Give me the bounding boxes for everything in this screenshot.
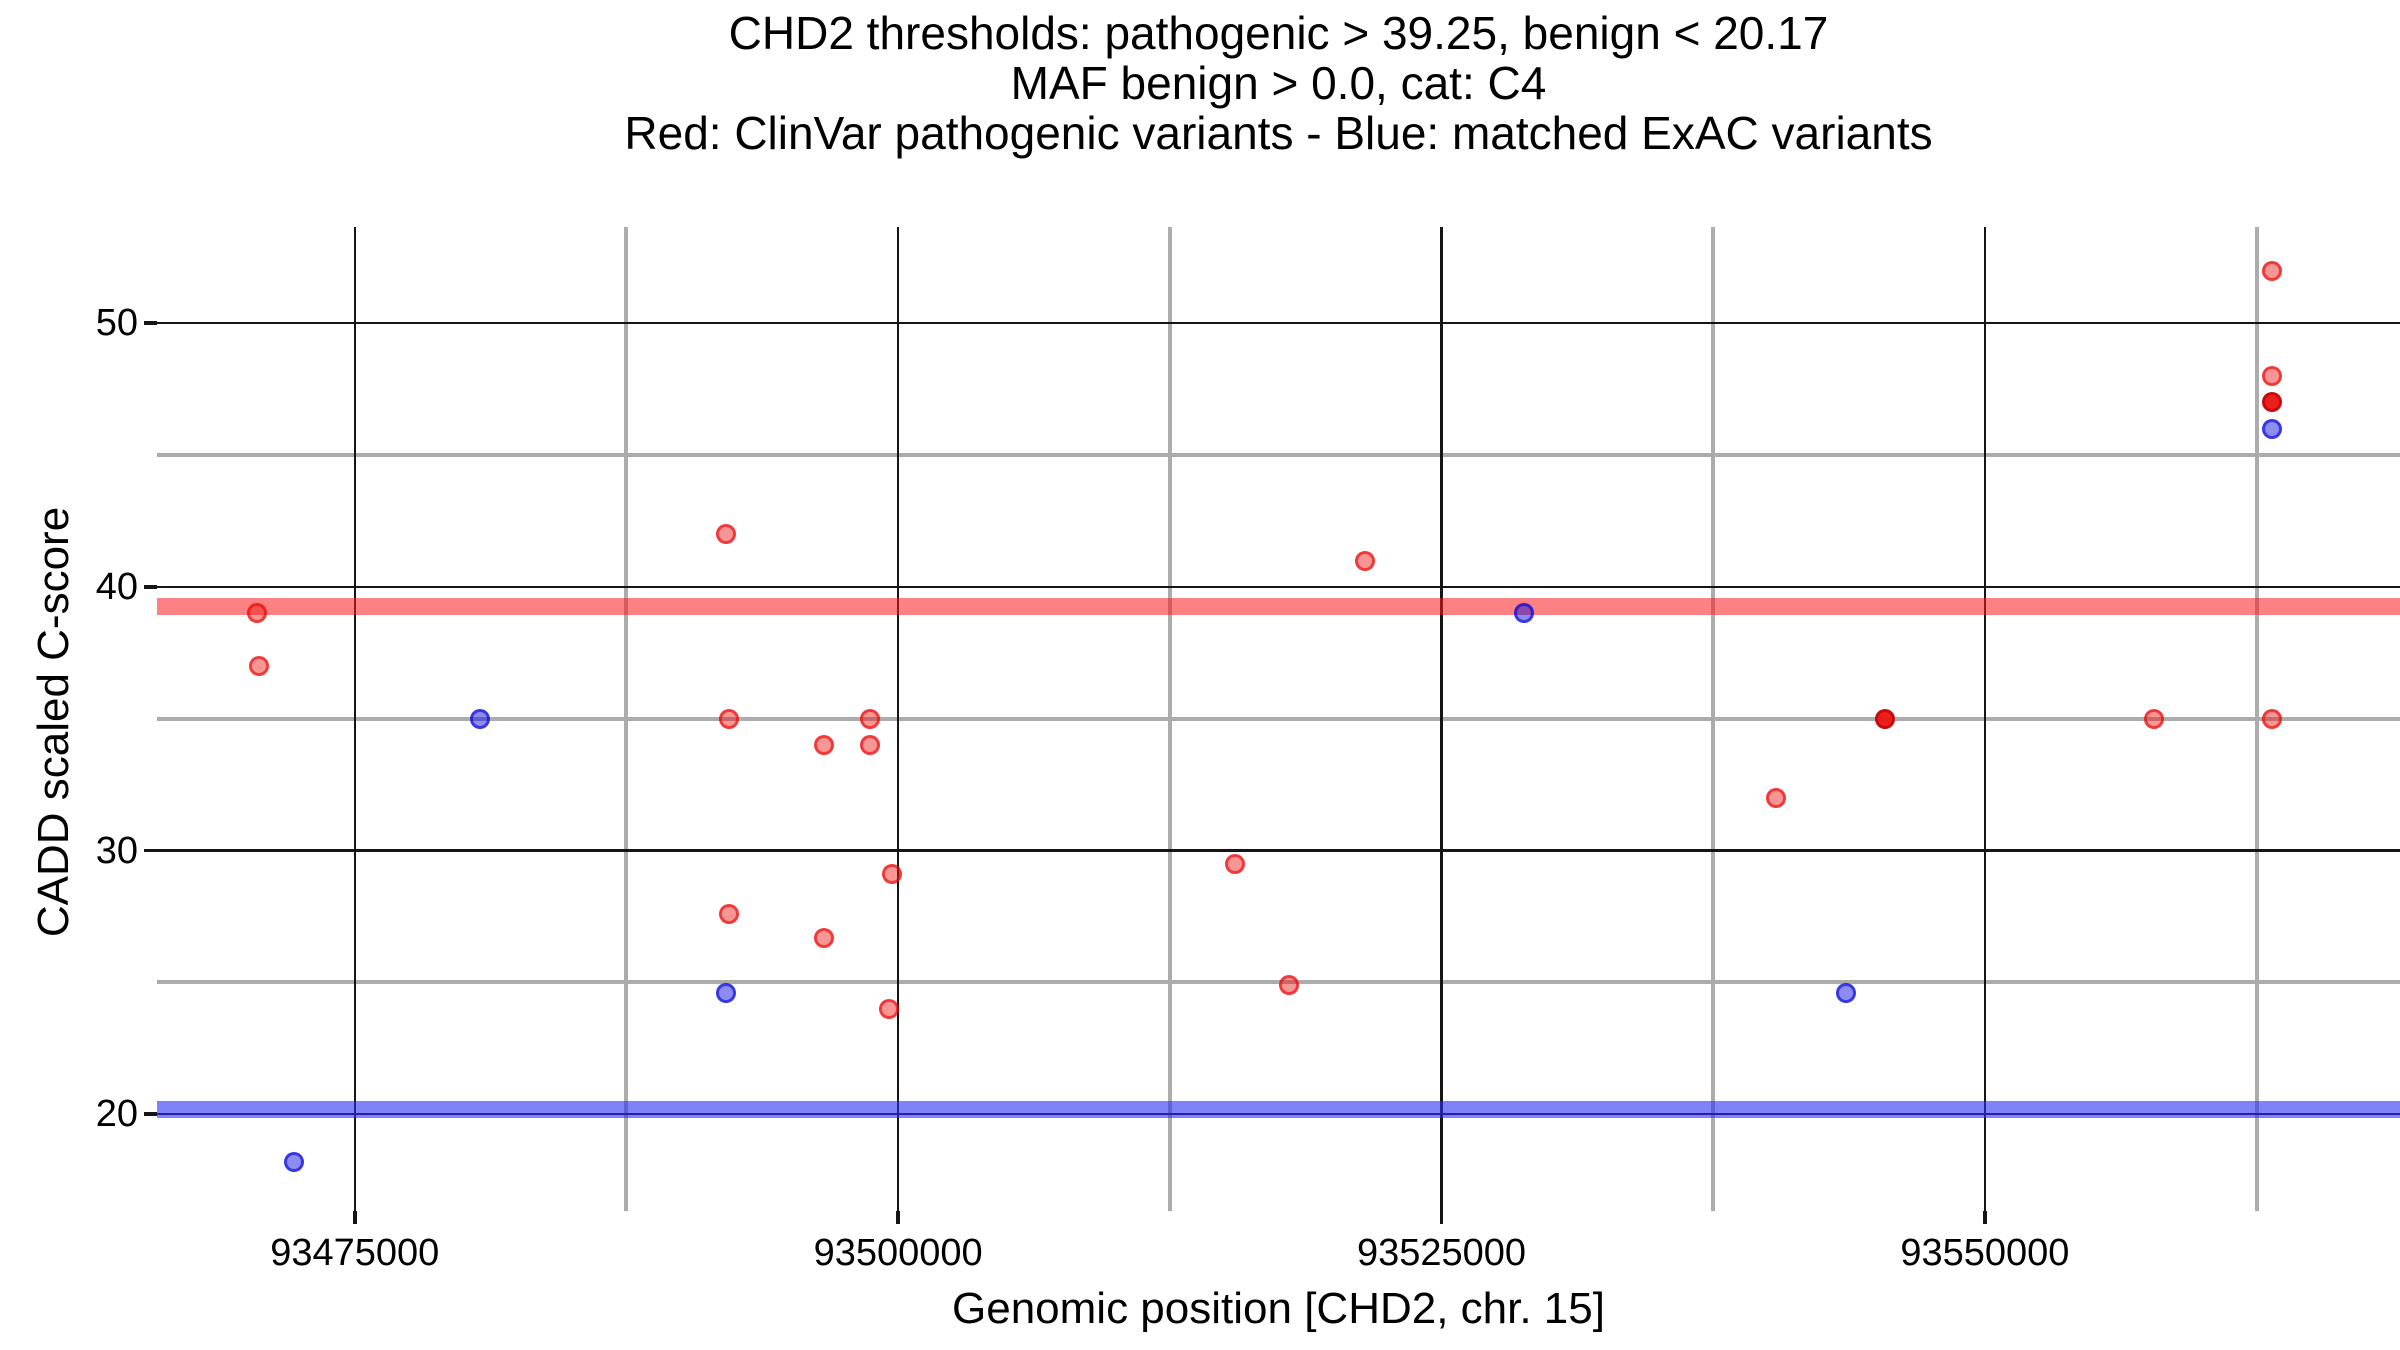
data-point-red <box>2261 392 2282 413</box>
chart-title-line1: CHD2 thresholds: pathogenic > 39.25, ben… <box>728 7 1829 59</box>
y-tick-label: 40 <box>95 565 138 608</box>
y-major-gridline <box>157 321 2400 325</box>
x-axis-title: Genomic position [CHD2, chr. 15] <box>952 1284 1605 1333</box>
data-point-red <box>718 903 739 924</box>
y-axis-tick <box>144 321 157 325</box>
y-minor-gridline <box>157 453 2400 458</box>
x-major-gridline <box>353 227 357 1211</box>
y-axis-title: CADD scaled C-score <box>29 506 78 938</box>
chart-title: CHD2 thresholds: pathogenic > 39.25, ben… <box>157 8 2400 158</box>
data-point-red <box>881 864 902 885</box>
x-minor-gridline <box>2254 227 2259 1211</box>
data-point-blue <box>716 982 737 1003</box>
data-point-red <box>2261 708 2282 729</box>
x-axis-tick <box>1439 1211 1444 1224</box>
data-point-red <box>2261 260 2282 281</box>
benign-threshold-band <box>157 1101 2400 1119</box>
data-point-red <box>716 524 737 545</box>
data-point-blue <box>283 1151 304 1172</box>
x-tick-label: 93550000 <box>1900 1232 2070 1274</box>
data-point-red <box>1874 708 1895 729</box>
x-tick-label: 93500000 <box>813 1232 983 1274</box>
y-minor-gridline <box>157 716 2400 721</box>
y-tick-label: 30 <box>95 829 138 872</box>
y-major-gridline <box>157 585 2400 589</box>
data-point-blue <box>1835 982 1856 1003</box>
x-major-gridline <box>1440 227 1443 1211</box>
data-point-red <box>2261 365 2282 386</box>
x-minor-gridline <box>624 227 629 1211</box>
y-tick-label: 50 <box>95 302 138 345</box>
chart-title-line2: MAF benign > 0.0, cat: C4 <box>1010 57 1547 109</box>
x-major-gridline <box>1983 227 1987 1211</box>
data-point-red <box>1766 787 1787 808</box>
y-tick-label: 20 <box>95 1093 138 1136</box>
y-axis-tick <box>144 848 157 853</box>
data-point-red <box>859 708 880 729</box>
data-point-red <box>814 927 835 948</box>
x-axis-tick <box>896 1211 900 1224</box>
pathogenic-threshold-band <box>157 598 2400 616</box>
x-minor-gridline <box>1711 227 1716 1211</box>
data-point-red <box>718 708 739 729</box>
data-point-red <box>1225 853 1246 874</box>
data-point-red <box>814 735 835 756</box>
data-point-blue <box>2261 418 2282 439</box>
x-minor-gridline <box>1167 227 1172 1211</box>
plot-panel <box>157 227 2400 1211</box>
y-axis-tick <box>144 1112 157 1116</box>
x-tick-label: 93475000 <box>270 1232 440 1274</box>
data-point-red <box>1355 550 1376 571</box>
data-point-red <box>859 735 880 756</box>
y-major-gridline <box>157 849 2400 852</box>
data-point-red <box>879 998 900 1019</box>
y-minor-gridline <box>157 980 2400 985</box>
data-point-red <box>249 656 270 676</box>
data-point-blue <box>469 708 490 729</box>
data-point-blue <box>1514 603 1535 624</box>
x-major-gridline <box>896 227 900 1211</box>
x-axis-tick <box>1983 1211 1987 1224</box>
x-tick-label: 93525000 <box>1356 1232 1527 1274</box>
y-axis-tick <box>144 585 157 589</box>
data-point-red <box>1279 975 1300 996</box>
x-axis-tick <box>353 1211 357 1224</box>
data-point-red <box>2144 708 2165 729</box>
data-point-red <box>246 603 267 624</box>
chart-title-line3: Red: ClinVar pathogenic variants - Blue:… <box>624 107 1933 159</box>
